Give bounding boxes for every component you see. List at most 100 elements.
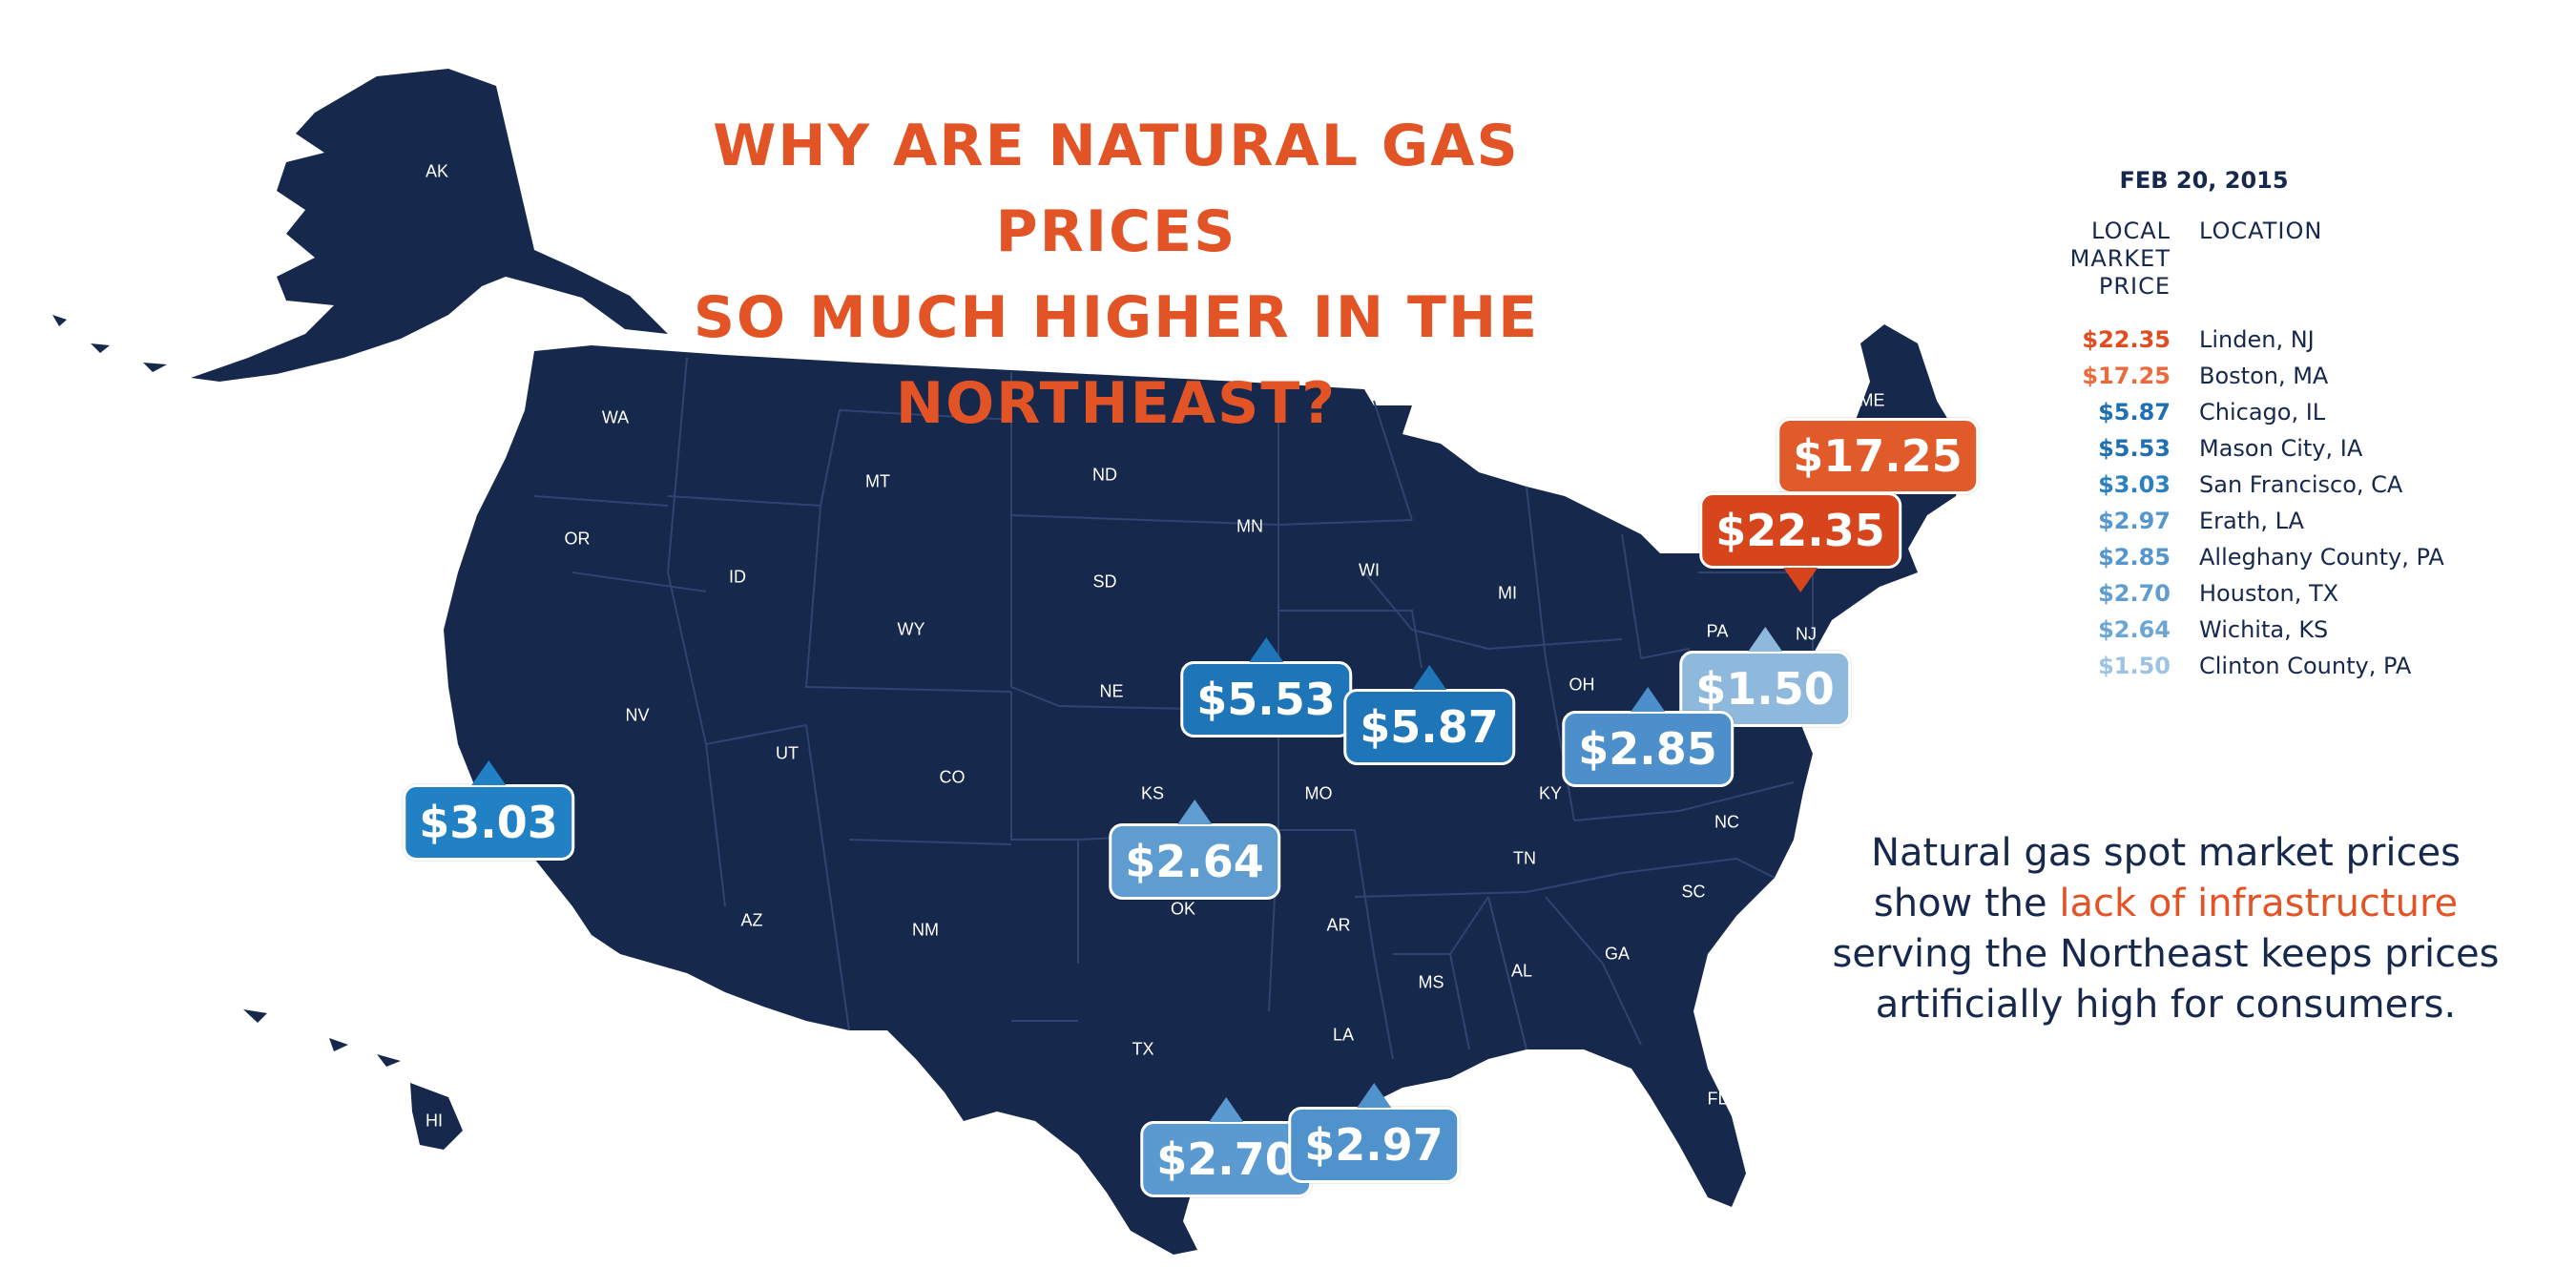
legend-row: $2.97 Erath, LA: [2013, 503, 2444, 539]
price-bubble-linden: $22.35: [1699, 492, 1901, 592]
price-bubble-wichita: $2.64: [1109, 800, 1280, 900]
state-label-pa: PA: [1706, 621, 1729, 641]
caption-highlight: lack of infrastructure: [2059, 882, 2459, 925]
legend-row: $1.50 Clinton County, PA: [2013, 648, 2444, 684]
state-label-id: ID: [729, 567, 746, 587]
legend-date: FEB 20, 2015: [2119, 167, 2289, 194]
caption-line-1: Natural gas spot market prices: [1871, 831, 2461, 875]
title-line-2: SO MUCH HIGHER IN THE NORTHEAST?: [693, 284, 1540, 437]
state-label-ky: KY: [1538, 783, 1563, 803]
legend-price: $2.70: [2098, 580, 2171, 607]
state-label-or: OR: [564, 529, 591, 549]
state-label-ne: NE: [1099, 681, 1124, 701]
state-label-ar: AR: [1326, 915, 1351, 935]
legend-row: $22.35 Linden, NJ: [2013, 322, 2444, 358]
state-label-nd: ND: [1092, 465, 1117, 485]
caption-line-2: show the lack of infrastructure: [1798, 879, 2533, 929]
legend-row: $2.64 Wichita, KS: [2013, 612, 2444, 648]
price-bubble-houston: $2.70: [1140, 1097, 1312, 1197]
state-label-ga: GA: [1604, 944, 1631, 964]
state-label-mn: MN: [1236, 516, 1263, 536]
state-label-nv: NV: [625, 705, 650, 725]
price-bubble-mason-city: $5.53: [1180, 637, 1352, 737]
state-label-mo: MO: [1304, 783, 1333, 803]
legend-location: Mason City, IA: [2199, 435, 2363, 462]
legend-header-price-line-2: MARKET: [2069, 245, 2171, 272]
state-label-wa: WA: [601, 407, 630, 427]
state-label-nj: NJ: [1796, 624, 1817, 644]
legend-header-location: LOCATION: [2199, 218, 2323, 244]
state-label-ks: KS: [1140, 783, 1165, 803]
legend-header-price-line-1: LOCAL: [2091, 218, 2171, 244]
page-title: WHY ARE NATURAL GAS PRICES SO MUCH HIGHE…: [611, 103, 1622, 447]
state-label-ms: MS: [1418, 972, 1444, 992]
legend-row: $17.25 Boston, MA: [2013, 358, 2444, 394]
legend-table: $22.35 Linden, NJ $17.25 Boston, MA $5.87 C…: [2013, 322, 2444, 684]
legend-row: $5.53 Mason City, IA: [2013, 430, 2444, 467]
price-bubble-boston: $17.25: [1776, 418, 1979, 518]
state-label-fl: FL: [1707, 1089, 1728, 1109]
title-line-1: WHY ARE NATURAL GAS PRICES: [713, 113, 1520, 265]
caption-line-2-pre: show the: [1873, 882, 2060, 925]
legend-location: Erath, LA: [2199, 508, 2304, 534]
alaska-shape: [191, 69, 668, 382]
legend-price: $5.53: [2098, 435, 2171, 462]
legend-location: Boston, MA: [2199, 363, 2329, 389]
state-label-sd: SD: [1092, 571, 1117, 592]
legend-price: $5.87: [2098, 399, 2171, 426]
map-land: [52, 69, 1965, 1255]
state-label-mt: MT: [865, 471, 890, 491]
state-label-hi: HI: [426, 1111, 443, 1131]
legend-location: Clinton County, PA: [2199, 653, 2412, 679]
legend-price: $2.64: [2098, 616, 2171, 643]
legend-location: Alleghany County, PA: [2199, 544, 2444, 571]
state-label-tn: TN: [1513, 848, 1536, 868]
legend-price: $1.50: [2098, 653, 2171, 679]
legend-location: San Francisco, CA: [2199, 471, 2403, 498]
state-label-ak: AK: [425, 161, 449, 181]
caption-line-3: serving the Northeast keeps prices: [1832, 932, 2500, 976]
legend-row: $3.03 San Francisco, CA: [2013, 467, 2444, 503]
price-bubble-alleghany: $2.85: [1562, 687, 1734, 787]
caption-line-4: artificially high for consumers.: [1875, 983, 2457, 1027]
price-bubble-chicago: $5.87: [1343, 665, 1515, 765]
legend-header-price: LOCAL MARKET PRICE: [2013, 218, 2171, 301]
lower48-shape: [444, 324, 1965, 1255]
legend-location: Linden, NJ: [2199, 326, 2315, 353]
legend-row: $5.87 Chicago, IL: [2013, 394, 2444, 430]
legend-price: $17.25: [2082, 363, 2171, 389]
state-label-wi: WI: [1359, 560, 1380, 580]
legend-header-price-line-3: PRICE: [2098, 273, 2171, 300]
state-label-oh: OH: [1568, 675, 1595, 695]
state-label-me: ME: [1859, 390, 1885, 410]
state-label-az: AZ: [740, 910, 763, 930]
hawaii-shape: [243, 1009, 463, 1150]
state-label-nc: NC: [1714, 812, 1739, 832]
state-borders: [533, 357, 1814, 1060]
state-label-la: LA: [1332, 1025, 1355, 1045]
state-label-tx: TX: [1132, 1039, 1154, 1059]
legend-price: $22.35: [2082, 326, 2171, 353]
caption: Natural gas spot market prices show the …: [1798, 828, 2533, 1030]
state-label-nm: NM: [912, 920, 939, 940]
legend-location: Chicago, IL: [2199, 399, 2326, 426]
state-label-co: CO: [939, 767, 966, 787]
state-label-ok: OK: [1170, 899, 1196, 919]
state-label-wy: WY: [897, 619, 925, 639]
price-bubble-san-francisco: $3.03: [403, 760, 574, 861]
legend-price: $3.03: [2098, 471, 2171, 498]
legend-row: $2.70 Houston, TX: [2013, 575, 2444, 612]
legend-location: Houston, TX: [2199, 580, 2339, 607]
aleutian-islands: [52, 315, 167, 372]
legend-row: $2.85 Alleghany County, PA: [2013, 539, 2444, 575]
state-label-al: AL: [1510, 961, 1533, 981]
border-lines: [533, 357, 1814, 1060]
legend-price: $2.97: [2098, 508, 2171, 534]
price-bubble-erath: $2.97: [1288, 1083, 1460, 1183]
state-label-sc: SC: [1681, 882, 1706, 902]
state-label-mi: MI: [1498, 583, 1517, 603]
legend-price: $2.85: [2098, 544, 2171, 571]
legend-location: Wichita, KS: [2199, 616, 2329, 643]
state-label-ut: UT: [776, 743, 799, 763]
